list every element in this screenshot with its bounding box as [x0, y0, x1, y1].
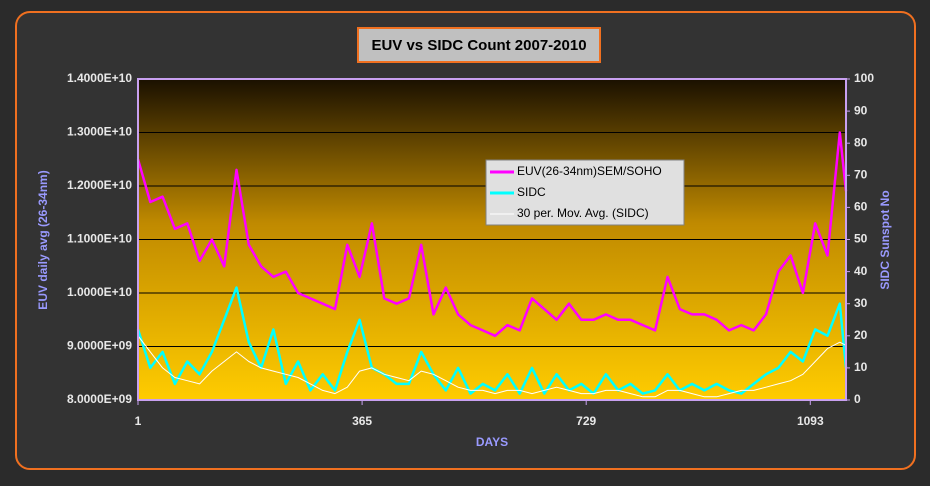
y-tick-label: 9.0000E+09: [67, 339, 132, 353]
y-tick-label: 1.0000E+10: [67, 285, 132, 299]
y2-axis-title: SIDC Sunspot No: [878, 190, 892, 289]
legend-label: 30 per. Mov. Avg. (SIDC): [517, 206, 649, 220]
y-tick-label: 8.0000E+09: [67, 392, 132, 406]
legend-label: EUV(26-34nm)SEM/SOHO: [517, 164, 662, 178]
x-axis-title: DAYS: [476, 435, 508, 449]
y-tick-label: 1.2000E+10: [67, 178, 132, 192]
series-line: [137, 335, 847, 398]
legend: [485, 159, 685, 226]
x-tick-label: 729: [576, 414, 596, 428]
y-tick-label: 1.3000E+10: [67, 125, 132, 139]
chart-title: EUV vs SIDC Count 2007-2010: [371, 37, 586, 54]
y2-tick-label: 40: [854, 264, 868, 278]
y2-tick-label: 0: [854, 392, 861, 406]
y2-tick-label: 80: [854, 135, 868, 149]
y-tick-label: 1.4000E+10: [67, 71, 132, 85]
x-tick-label: 1: [135, 414, 142, 428]
y2-tick-label: 50: [854, 232, 868, 246]
y2-tick-label: 90: [854, 103, 868, 117]
x-tick-label: 365: [352, 414, 372, 428]
y2-tick-label: 20: [854, 328, 868, 342]
series-line: [136, 286, 848, 395]
y2-tick-label: 60: [854, 200, 868, 214]
x-tick-label: 1093: [797, 414, 824, 428]
y-axis-title: EUV daily avg (26-34nm): [36, 170, 50, 309]
title-box: [357, 27, 601, 63]
legend-label: SIDC: [517, 185, 546, 199]
y-tick-label: 1.1000E+10: [67, 232, 132, 246]
y2-tick-label: 100: [854, 71, 874, 85]
series-line: [136, 131, 848, 338]
y2-tick-label: 10: [854, 360, 868, 374]
y2-tick-label: 30: [854, 296, 868, 310]
y2-tick-label: 70: [854, 167, 868, 181]
